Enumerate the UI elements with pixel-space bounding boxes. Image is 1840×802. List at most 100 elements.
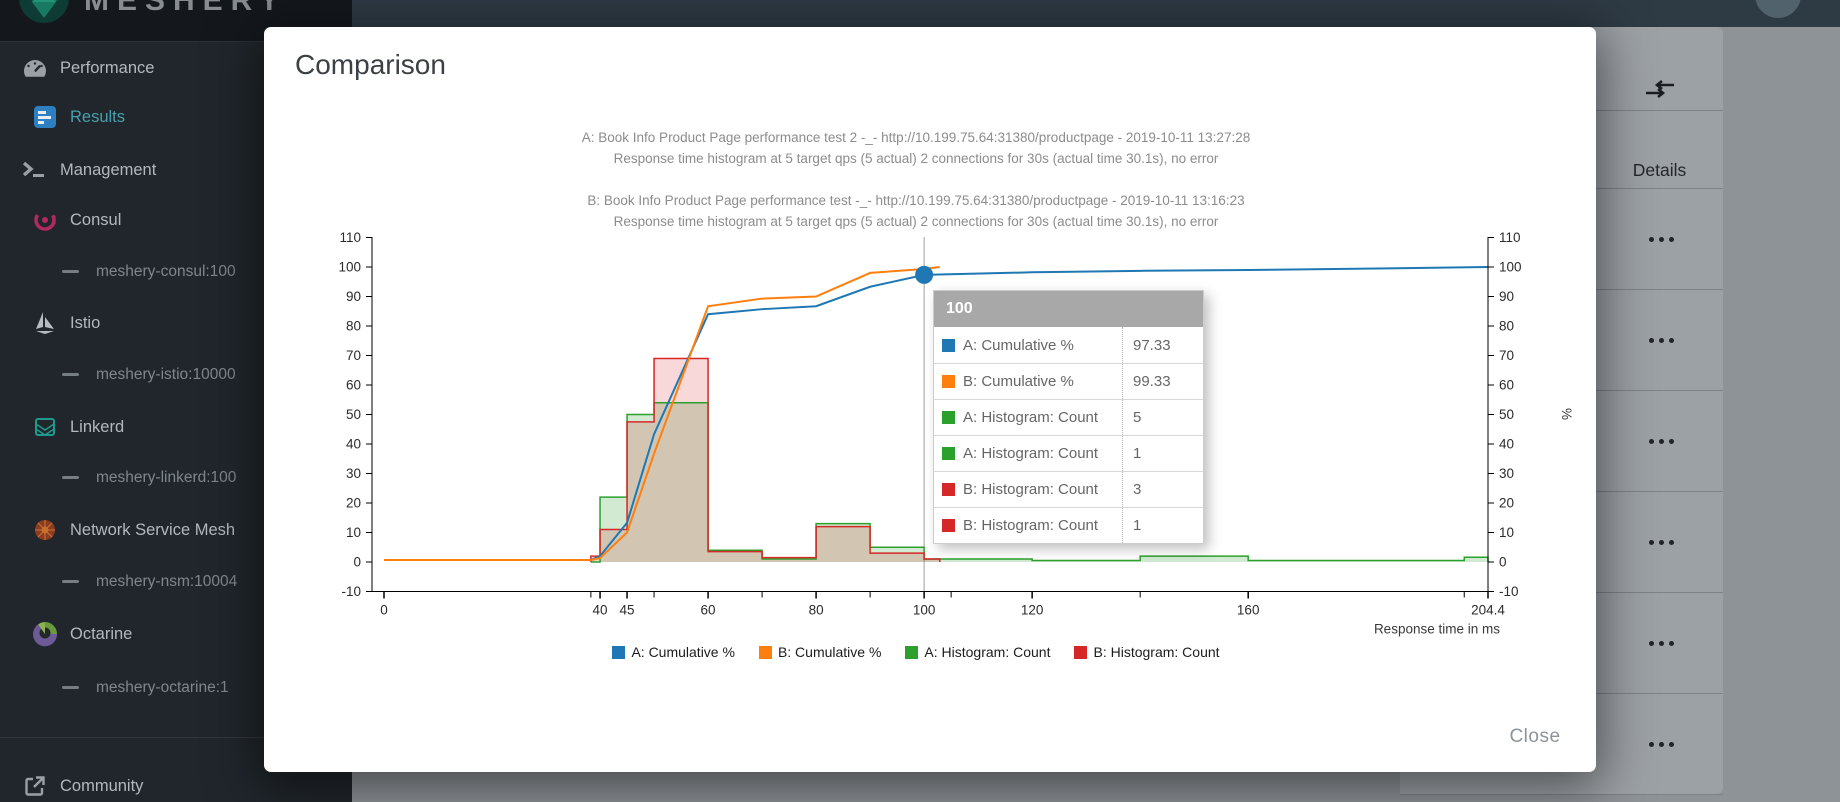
sidebar-item-results[interactable]: Results	[0, 97, 352, 137]
more-options-button[interactable]	[1636, 327, 1686, 353]
comparison-dialog: Comparison A: Book Info Product Page per…	[264, 27, 1596, 772]
more-options-icon	[1648, 236, 1654, 242]
legend-swatch	[758, 645, 772, 659]
y-tick-label: -10	[1499, 584, 1519, 599]
close-button[interactable]: Close	[1509, 726, 1561, 747]
compare-arrows-button[interactable]	[1638, 72, 1682, 106]
legend-item-a-histogram-count[interactable]: A: Histogram: Count	[905, 644, 1050, 660]
y-tick-label: 50	[1499, 407, 1514, 422]
y-tick-label: 110	[1499, 230, 1521, 245]
legend-item-b-cumulative-[interactable]: B: Cumulative %	[758, 644, 882, 660]
details-column-header: Details	[1632, 160, 1687, 180]
legend-item-b-histogram-count[interactable]: B: Histogram: Count	[1074, 644, 1220, 660]
sidebar-item-label: meshery-octarine:1	[96, 679, 229, 696]
tooltip-series-name: B: Cumulative %	[934, 364, 1123, 399]
legend-swatch	[905, 645, 919, 659]
more-options-button[interactable]	[1636, 731, 1686, 757]
histogram-area-b	[590, 358, 940, 562]
sidebar-item-linkerd[interactable]: Linkerd	[0, 407, 352, 447]
legend-item-a-cumulative-[interactable]: A: Cumulative %	[612, 644, 735, 660]
sidebar-item-management[interactable]: Management	[0, 150, 352, 190]
y-tick-label: 0	[353, 555, 361, 570]
tooltip-value: 5	[1133, 409, 1142, 426]
dash-icon	[58, 465, 84, 491]
more-options-icon	[1658, 640, 1664, 646]
tooltip-swatch	[942, 519, 955, 532]
cumulative-line-b	[384, 266, 940, 562]
y-tick-label: 40	[1499, 437, 1514, 452]
y-tick-label: 70	[1499, 348, 1514, 363]
tooltip-row: B: Histogram: Count 3	[934, 471, 1203, 507]
compare-arrows-icon	[1646, 79, 1674, 99]
dash-icon	[58, 362, 84, 388]
y-tick-label: 60	[1499, 378, 1514, 393]
sidebar-item-meshery-linkerd-100[interactable]: meshery-linkerd:100	[0, 458, 352, 498]
x-tick-label: 80	[809, 603, 824, 618]
sidebar-item-community[interactable]: Community	[0, 766, 352, 802]
sidebar-item-label: Linkerd	[70, 417, 125, 436]
legend-swatch	[612, 645, 626, 659]
chart-title-b: B: Book Info Product Page performance te…	[364, 190, 1468, 232]
tooltip-swatch	[942, 338, 955, 352]
octarine-icon	[32, 621, 58, 647]
y-tick-label: 20	[346, 496, 361, 511]
focus-data-point	[915, 265, 934, 284]
x-tick-label: 120	[1021, 603, 1044, 618]
tooltip-swatch	[942, 411, 955, 424]
sidebar-item-label: meshery-istio:10000	[96, 366, 236, 383]
istio-icon	[32, 310, 58, 336]
sidebar-item-meshery-octarine-1[interactable]: meshery-octarine:1	[0, 668, 352, 708]
sidebar-item-performance[interactable]: Performance	[0, 48, 352, 88]
sidebar-item-octarine[interactable]: Octarine	[0, 614, 352, 654]
more-options-button[interactable]	[1636, 529, 1686, 555]
more-options-button[interactable]	[1636, 226, 1686, 252]
y-tick-label: 70	[346, 348, 361, 363]
sidebar-item-meshery-nsm-10004[interactable]: meshery-nsm:10004	[0, 562, 352, 602]
legend-label: B: Cumulative %	[777, 644, 882, 660]
sidebar-divider	[0, 737, 352, 738]
tooltip-row: A: Histogram: Count 5	[934, 399, 1203, 435]
sidebar-item-label: Performance	[60, 58, 155, 77]
tooltip-swatch	[942, 375, 955, 388]
histogram-outline-a	[590, 401, 1489, 563]
tooltip-swatch	[942, 483, 955, 496]
more-options-icon	[1648, 741, 1654, 747]
x-tick-label: 100	[913, 603, 936, 618]
tooltip-row: B: Cumulative % 99.33	[934, 363, 1203, 399]
tooltip-value: 1	[1133, 445, 1142, 462]
sidebar-item-meshery-consul-100[interactable]: meshery-consul:100	[0, 252, 352, 292]
dash-icon	[58, 675, 84, 701]
sidebar-item-label: Octarine	[70, 624, 133, 643]
x-tick-label: 45	[620, 603, 635, 618]
table-divider	[1400, 794, 1723, 795]
y-tick-label: 100	[1499, 260, 1522, 275]
more-options-icon	[1658, 438, 1664, 444]
user-avatar[interactable]	[1755, 0, 1801, 18]
sidebar-item-istio[interactable]: Istio	[0, 303, 352, 343]
y-tick-label: 50	[346, 407, 361, 422]
x-axis-title: Response time in ms	[1374, 622, 1500, 637]
results-icon	[32, 104, 58, 130]
app-header-bar	[352, 0, 1840, 27]
more-options-icon	[1658, 236, 1664, 242]
sidebar-item-label: meshery-nsm:10004	[96, 573, 238, 590]
y-tick-label: 100	[338, 260, 361, 275]
linkerd-icon	[32, 414, 58, 440]
legend-swatch	[1074, 645, 1088, 659]
y-tick-label: 0	[1499, 555, 1507, 570]
y-tick-label: -10	[341, 584, 361, 599]
terminal-icon	[22, 157, 48, 183]
tooltip-swatch	[942, 447, 955, 460]
logo-area[interactable]: MESHERY	[0, 0, 352, 42]
more-options-icon	[1648, 539, 1654, 545]
sidebar-item-consul[interactable]: Consul	[0, 200, 352, 240]
sidebar-item-label: Results	[70, 107, 126, 126]
more-options-button[interactable]	[1636, 428, 1686, 454]
more-options-button[interactable]	[1636, 630, 1686, 656]
tooltip-value: 97.33	[1133, 336, 1171, 354]
chart-legend: A: Cumulative % B: Cumulative % A: Histogr…	[364, 644, 1468, 660]
sidebar-item-network-service-mesh[interactable]: Network Service Mesh	[0, 510, 352, 550]
sidebar-item-meshery-istio-10000[interactable]: meshery-istio:10000	[0, 355, 352, 395]
tooltip-value: 1	[1133, 517, 1142, 534]
